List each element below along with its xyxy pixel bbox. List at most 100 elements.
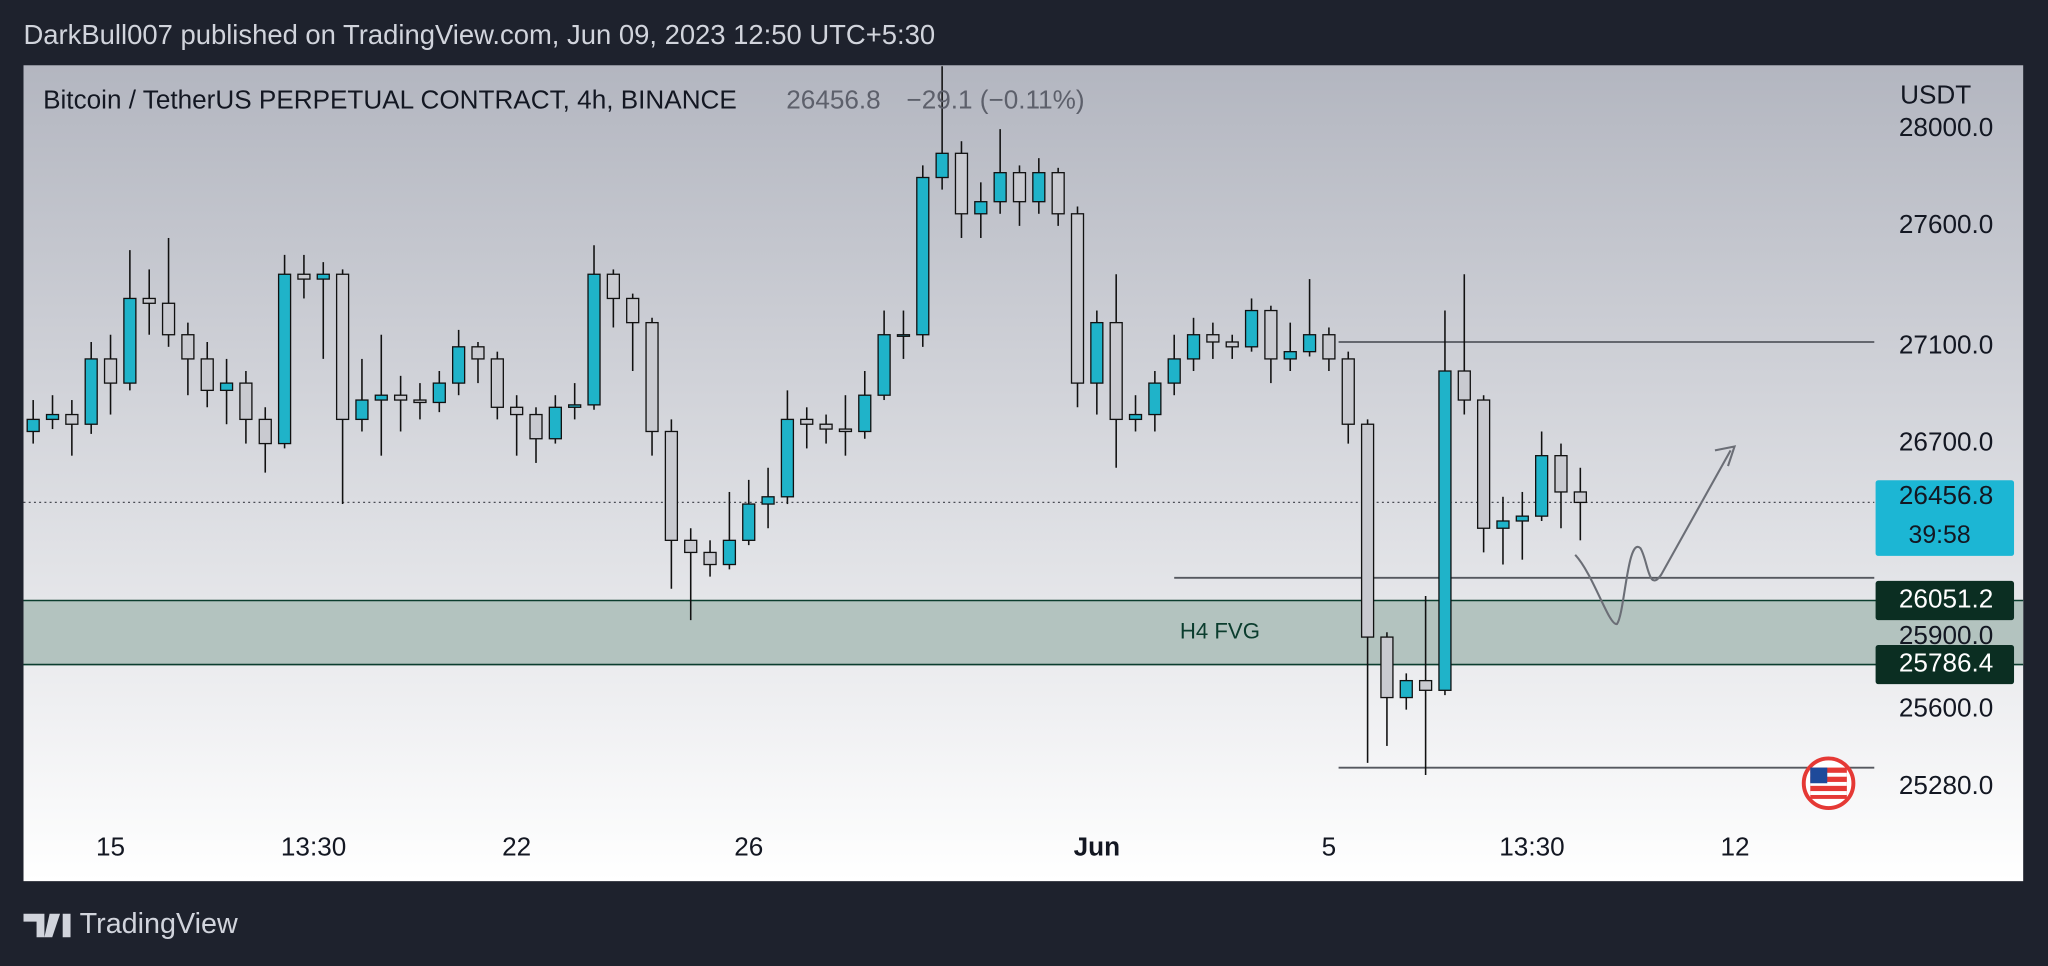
candle-body — [219, 382, 234, 392]
candle-body — [1496, 520, 1510, 529]
candle-body — [84, 358, 98, 425]
y-tick-label: 27600.0 — [1899, 209, 1993, 239]
candle-body — [432, 382, 446, 404]
candle-body — [1573, 491, 1587, 504]
x-tick-label: 15 — [96, 831, 125, 861]
candle-body — [1264, 309, 1278, 360]
candle-body — [142, 297, 156, 304]
legend-price: 26456.8 — [786, 85, 880, 115]
candle-body — [1090, 321, 1104, 384]
candle-body — [355, 399, 369, 421]
candle-body — [258, 418, 272, 445]
candle-body — [1167, 358, 1181, 384]
candle-body — [626, 297, 640, 324]
candle-body — [123, 297, 137, 384]
candle-body — [1225, 341, 1239, 348]
candle-body — [974, 201, 988, 215]
candle-body — [1438, 370, 1452, 691]
candle-body — [1012, 172, 1027, 203]
candle-body — [877, 334, 891, 396]
x-tick-label: 12 — [1721, 831, 1750, 861]
fvg-top-label: 26051.2 — [1899, 583, 1993, 613]
y-tick-label: 26700.0 — [1899, 426, 1993, 456]
candle-body — [374, 394, 388, 401]
x-tick-label: 5 — [1322, 831, 1337, 861]
candle-body — [1244, 309, 1259, 348]
candle-body — [761, 496, 775, 505]
candle-body — [471, 346, 485, 360]
plot: H4 FVG 28000.0 27600.0 27100.0 26700.0 25900.… — [23, 66, 2024, 861]
candle-body — [780, 418, 795, 498]
header: DarkBull007 published on TradingView.com… — [24, 19, 936, 50]
candle-body — [65, 413, 79, 425]
x-tick-label: 13:30 — [1499, 831, 1564, 861]
candle-body — [181, 334, 195, 360]
candle-body — [1128, 413, 1143, 421]
candle-body — [548, 406, 562, 440]
candle-body — [510, 406, 524, 416]
candle-body — [1476, 399, 1491, 529]
fvg-bottom-badge — [1875, 644, 2015, 685]
candle-body — [1148, 382, 1162, 416]
candle-body — [277, 273, 292, 445]
candle-body — [103, 358, 118, 384]
candle-body — [1206, 334, 1220, 343]
candle-body — [606, 273, 621, 300]
candle-body — [26, 418, 40, 433]
candle-body — [722, 539, 737, 566]
candle-body — [45, 413, 60, 421]
last-price-badge — [1875, 480, 2015, 556]
candle-body — [393, 394, 408, 401]
y-tick-label: 28000.0 — [1899, 112, 1993, 142]
candle-body — [1283, 351, 1297, 360]
candle-body — [335, 273, 350, 421]
candle-body — [451, 346, 466, 384]
candle-body — [297, 273, 311, 280]
candle-body — [684, 539, 698, 554]
fvg-label: H4 FVG — [1180, 618, 1260, 643]
last-price-label: 26456.8 — [1899, 480, 1993, 510]
footer: TradingView — [80, 908, 238, 940]
candle-body — [1457, 370, 1471, 401]
candle-body — [529, 413, 543, 440]
candle-body — [1051, 172, 1065, 215]
candle-body — [1515, 515, 1529, 522]
candle-body — [1302, 334, 1317, 353]
candle-body — [1360, 423, 1375, 638]
candle-body — [1554, 455, 1568, 493]
candle-body — [1322, 334, 1336, 360]
candle-body — [161, 302, 176, 336]
y-tick-label: 25900.0 — [1899, 620, 1993, 650]
candle-body — [819, 423, 833, 430]
y-tick-label: 25600.0 — [1899, 693, 1993, 723]
candle-body — [838, 428, 853, 433]
candle-body — [200, 358, 214, 392]
candle-body — [645, 321, 659, 433]
candle-body — [800, 418, 814, 425]
candle-body — [1070, 213, 1085, 384]
x-tick-label: Jun — [1074, 831, 1120, 861]
currency: USDT — [1900, 79, 1971, 109]
countdown: 39:58 — [1909, 522, 1971, 549]
candle-body — [490, 358, 504, 408]
candle-body — [413, 399, 427, 404]
candle-body — [239, 382, 253, 421]
candle-body — [316, 273, 330, 280]
candle-body — [993, 172, 1007, 203]
x-tick-label: 13:30 — [281, 831, 346, 861]
candle-body — [935, 152, 949, 179]
tv-logo — [23, 913, 71, 938]
candle-body — [1399, 679, 1413, 699]
x-tick-label: 22 — [502, 831, 531, 861]
flag-icon — [1801, 756, 1856, 811]
x-tick-label: 26 — [734, 831, 763, 861]
candle-body — [1109, 321, 1123, 421]
candle-body — [916, 176, 930, 336]
candle-body — [1032, 172, 1046, 203]
fvg-bottom-label: 25786.4 — [1899, 647, 1993, 677]
candle-body — [1186, 334, 1201, 360]
y-tick-label: 25280.0 — [1899, 770, 1993, 800]
candle-body — [896, 334, 911, 337]
